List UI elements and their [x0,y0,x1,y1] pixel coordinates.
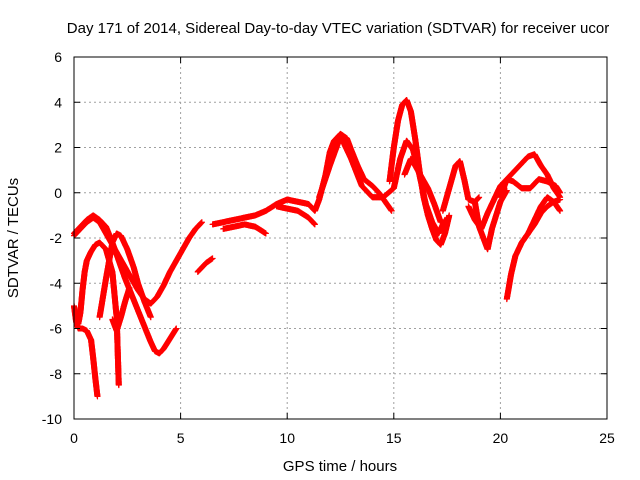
data-point [115,382,122,389]
data-point [94,393,101,400]
series-s5 [96,230,154,321]
data-series [71,97,564,400]
data-point [198,219,205,226]
grid [74,57,607,419]
data-point [173,325,180,332]
